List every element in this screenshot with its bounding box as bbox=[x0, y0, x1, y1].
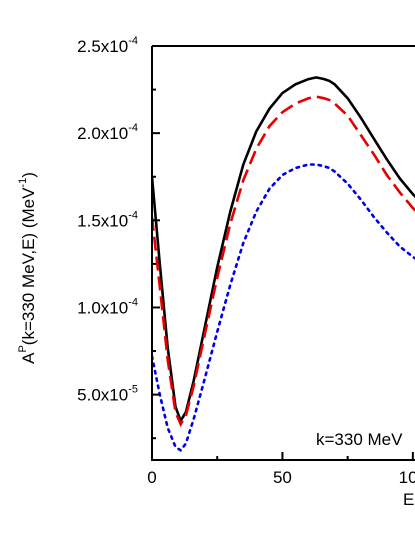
y-axis-title: AP(k=330 MeV,E) (MeV-1) bbox=[17, 172, 38, 364]
axes: 0 50 100 5.0x10-5 1.0x10-4 1.5x10-4 2.0x10-4 2.… bbox=[77, 35, 415, 487]
x-axis-title: E bbox=[403, 490, 414, 509]
y-tick-label: 1.5x10-4 bbox=[77, 209, 138, 230]
series-line-solid bbox=[152, 76, 415, 424]
series-line-dotted bbox=[152, 163, 415, 453]
y-tick-label: 5.0x10-5 bbox=[77, 384, 138, 405]
curve-annotation: k=330 MeV bbox=[316, 430, 403, 449]
x-tick-label: 100 bbox=[399, 468, 415, 487]
y-tick-label: 1.0x10-4 bbox=[77, 296, 138, 317]
series-line-dashed bbox=[152, 95, 415, 428]
plot-frame bbox=[151, 45, 415, 461]
x-tick-label: 50 bbox=[273, 468, 292, 487]
y-tick-label: 2.0x10-4 bbox=[77, 122, 138, 143]
y-tick-label: 2.5x10-4 bbox=[77, 35, 138, 56]
x-tick-label: 0 bbox=[147, 468, 156, 487]
